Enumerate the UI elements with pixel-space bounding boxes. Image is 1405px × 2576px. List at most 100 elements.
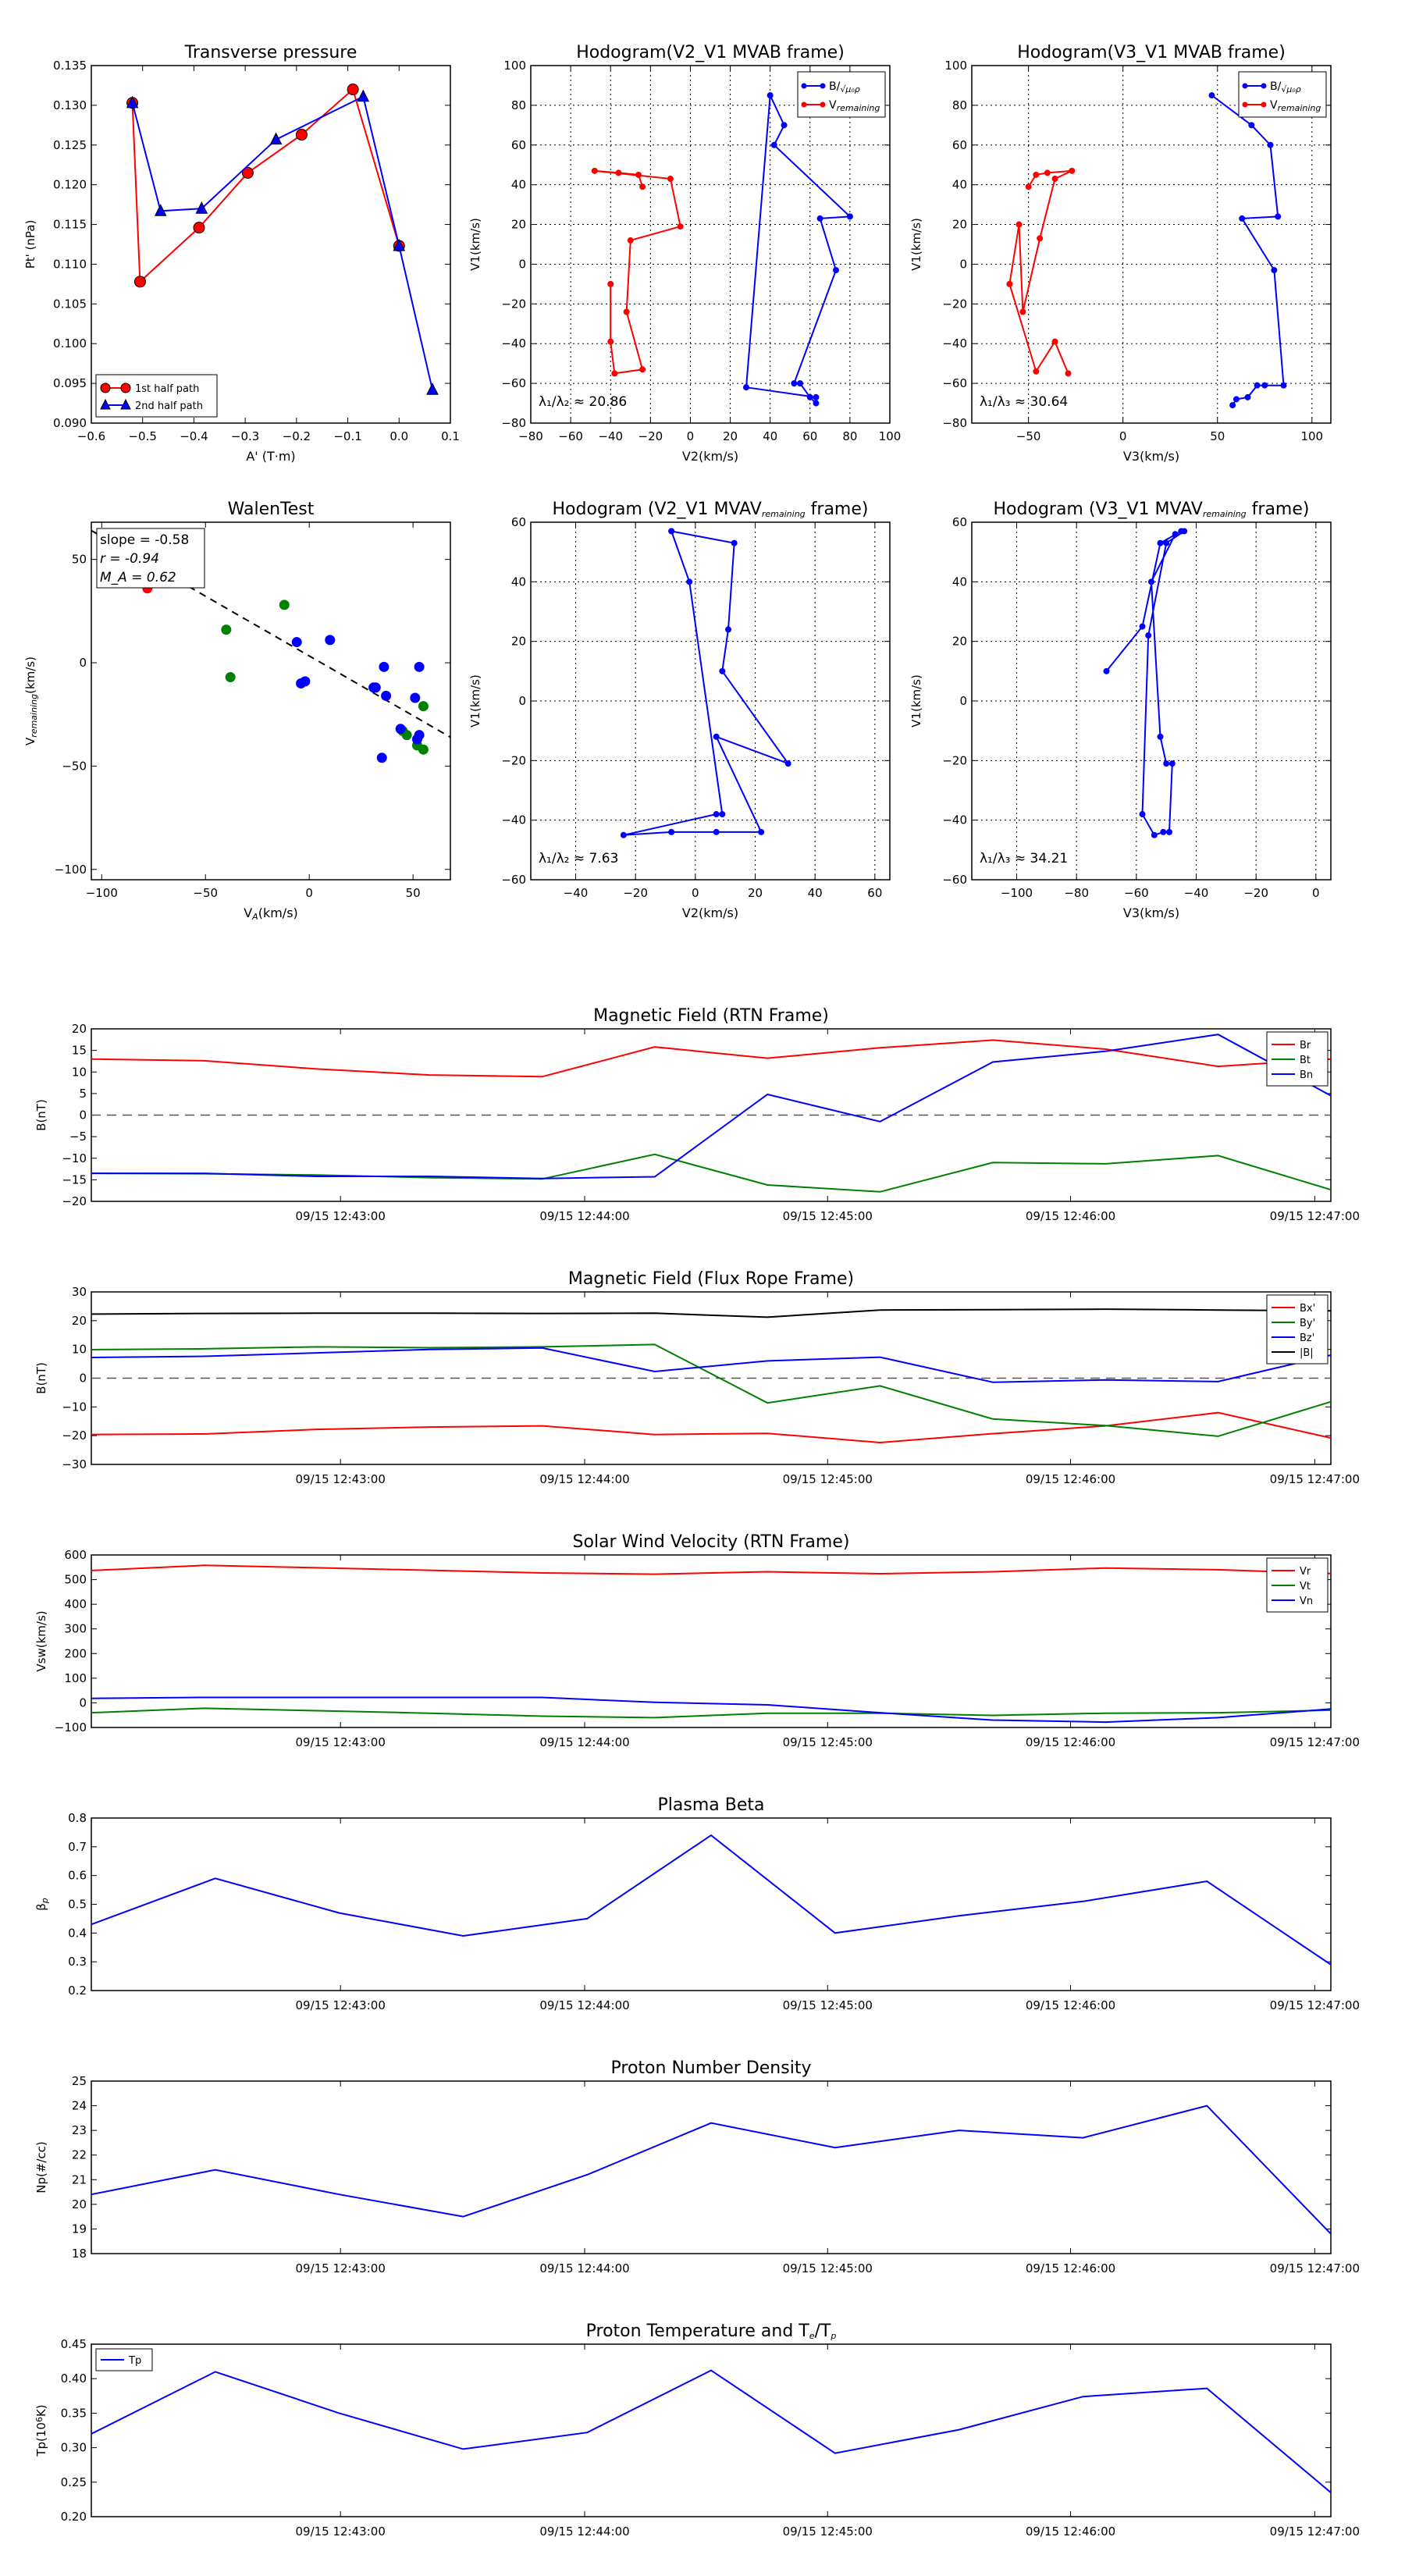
h1-point xyxy=(667,176,674,183)
beta-xtick-label: 09/15 12:46:00 xyxy=(1026,1998,1115,2012)
h4-point xyxy=(1181,528,1188,535)
vsw-xtick-label: 09/15 12:43:00 xyxy=(296,1735,386,1749)
np-ytick-label: 22 xyxy=(72,2148,87,2162)
walen-title: WalenTest xyxy=(228,500,315,519)
bfr-ytick-label: −20 xyxy=(62,1429,87,1443)
tp-xtick-label: −0.5 xyxy=(128,429,156,443)
h2-xlabel: V3(km/s) xyxy=(1123,449,1179,464)
h2-legend-label-b-part: B/ xyxy=(1270,80,1282,93)
h1-legend-label-v-part: V xyxy=(829,99,837,112)
h2-legend-label-b-part: √μ₀ρ xyxy=(1281,84,1300,94)
h1-legend-marker xyxy=(820,101,826,108)
h2-ytick-label: −20 xyxy=(942,297,967,311)
h1-legend xyxy=(797,71,886,118)
h2-point xyxy=(1248,122,1255,129)
h2-series-line-0 xyxy=(1211,94,1285,406)
h3-point xyxy=(713,733,720,740)
walen-point-blue xyxy=(410,692,421,703)
h1-legend-label-b-part: √μ₀ρ xyxy=(840,84,859,94)
np-title: Proton Number Density xyxy=(611,2058,812,2078)
walen-point-blue xyxy=(414,661,425,672)
h1-point xyxy=(591,167,598,174)
walen-point-green xyxy=(225,672,236,683)
h4-xtick-label: −20 xyxy=(1243,886,1268,900)
h1-point xyxy=(791,380,798,387)
h3-point xyxy=(668,828,675,835)
walen-ylabel: Vremaining(km/s) xyxy=(23,656,39,745)
beta-xtick-label: 09/15 12:45:00 xyxy=(783,1998,873,2012)
h2-point xyxy=(1019,308,1026,315)
tp-axes-frame xyxy=(91,65,451,424)
bfield-xtick-label: 09/15 12:43:00 xyxy=(296,1209,386,1223)
bfield-ylabel: B(nT) xyxy=(34,1099,48,1131)
h3-point xyxy=(731,539,738,546)
tp-xtick-label: −0.1 xyxy=(333,429,361,443)
beta-xtick-label: 09/15 12:43:00 xyxy=(296,1998,386,2012)
h2-ytick-label: 40 xyxy=(952,178,967,192)
h4-point xyxy=(1103,667,1110,674)
tp-title: Transverse pressure xyxy=(184,43,357,62)
h3-point xyxy=(719,811,726,818)
h4-title-part: Hodogram (V3_V1 MVAV xyxy=(994,500,1203,519)
h1-point xyxy=(639,366,646,373)
h4-xtick-label: 0 xyxy=(1312,886,1320,900)
bfield-legend-label: Bt xyxy=(1300,1055,1311,1066)
h1-point xyxy=(615,169,622,176)
vsw-ytick-label: 100 xyxy=(64,1671,87,1685)
h2-legend-label-v: Vremaining xyxy=(1270,99,1321,113)
beta-ytick-label: 0.5 xyxy=(68,1898,87,1912)
bfr-ytick-label: 30 xyxy=(72,1285,87,1299)
h2-point xyxy=(1275,213,1282,220)
vsw-series-Vt xyxy=(91,1707,1332,1719)
vsw-ytick-label: 200 xyxy=(64,1646,87,1660)
h1-point xyxy=(813,400,820,407)
h1-xtick-label: −40 xyxy=(598,429,623,443)
walen-xlabel-part: A xyxy=(251,912,258,922)
h2-point xyxy=(1232,396,1240,403)
walen-point-blue xyxy=(325,635,336,646)
h1-legend-marker xyxy=(820,83,826,89)
np-ytick-label: 23 xyxy=(72,2123,87,2137)
h2-ytick-label: 100 xyxy=(944,59,967,73)
bfield-title: Magnetic Field (RTN Frame) xyxy=(593,1006,829,1026)
h1-xtick-label: −80 xyxy=(518,429,543,443)
h4-point xyxy=(1145,632,1152,639)
tp-point-triangle xyxy=(154,204,167,216)
beta-axes-frame xyxy=(91,1817,1332,1991)
bfield-ytick-label: 5 xyxy=(79,1087,87,1101)
h4-ytick-label: −20 xyxy=(942,753,967,767)
tp2-ylabel-part: Tp(10 xyxy=(34,2422,48,2457)
tp2-ytick-label: 0.40 xyxy=(61,2371,87,2386)
walen-point-green xyxy=(221,624,232,635)
h1-point xyxy=(607,338,614,345)
walen-stat-ma: M_A = 0.62 xyxy=(100,570,176,585)
walen-point-blue xyxy=(376,753,387,763)
tp2-title-part: p xyxy=(830,2331,836,2341)
walen-point-green xyxy=(401,730,412,741)
tp-point-triangle xyxy=(195,201,208,214)
tp-ytick-label: 0.130 xyxy=(53,98,87,112)
vsw-legend-label: Vn xyxy=(1300,1596,1313,1607)
np-ytick-label: 25 xyxy=(72,2074,87,2088)
bfield-ytick-label: −10 xyxy=(62,1151,87,1165)
bfr-legend-label: |B| xyxy=(1300,1347,1314,1359)
bfield-ytick-label: 20 xyxy=(72,1022,87,1036)
beta-ylabel: βp xyxy=(34,1898,50,1911)
beta-ylabel-part: β xyxy=(34,1903,48,1911)
walen-point-blue xyxy=(300,676,311,687)
walen-point-green xyxy=(279,600,290,610)
h2-legend-marker xyxy=(1242,83,1248,89)
h1-point xyxy=(781,122,788,129)
bfr-ytick-label: 20 xyxy=(72,1314,87,1328)
tp2-xtick-label: 09/15 12:43:00 xyxy=(296,2524,386,2539)
bfield-legend-label: Br xyxy=(1300,1040,1311,1051)
walen-xtick-label: 0 xyxy=(305,886,313,900)
bfr-series-B xyxy=(91,1308,1332,1318)
h1-xtick-label: −60 xyxy=(558,429,583,443)
walen-point-blue xyxy=(414,730,425,741)
h1-xtick-label: 40 xyxy=(763,429,777,443)
h1-point xyxy=(797,380,803,387)
bfield-xtick-label: 09/15 12:47:00 xyxy=(1270,1209,1360,1223)
beta-xtick-label: 09/15 12:44:00 xyxy=(539,1998,629,2012)
